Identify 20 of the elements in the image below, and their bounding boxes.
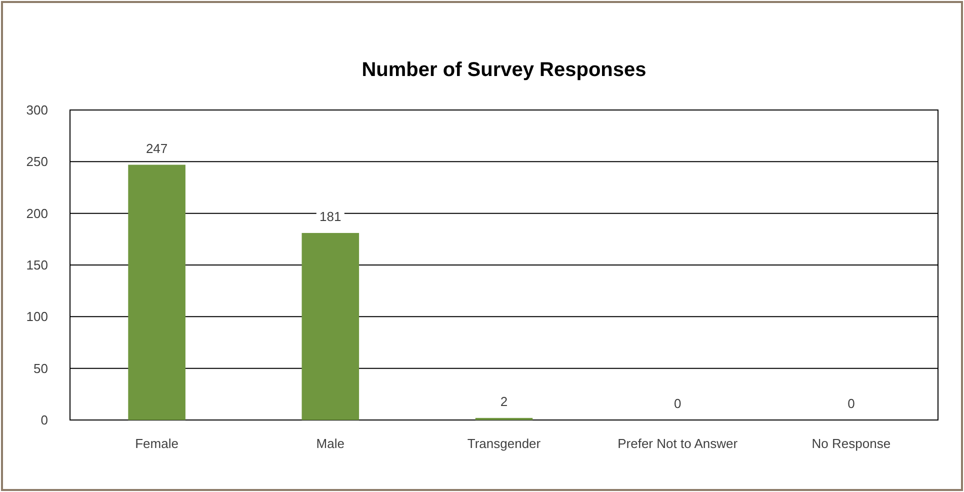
y-tick-label: 200 — [26, 206, 48, 221]
y-tick-label: 0 — [40, 412, 48, 428]
data-label: 181 — [320, 208, 342, 224]
y-tick-label: 300 — [26, 102, 48, 118]
data-label: 2 — [500, 394, 508, 409]
data-label: 0 — [674, 396, 682, 411]
bar — [128, 164, 186, 420]
data-label: 247 — [146, 140, 168, 156]
chart-title: Number of Survey Responses — [362, 59, 646, 81]
x-tick-label: Male — [316, 436, 344, 451]
x-tick-label: Female — [135, 436, 178, 451]
y-tick-label: 250 — [26, 154, 48, 170]
x-tick-label: Transgender — [467, 436, 542, 451]
data-label: 0 — [848, 396, 855, 411]
x-tick-label: No Response — [812, 436, 891, 451]
x-tick-label: Prefer Not to Answer — [618, 436, 738, 451]
y-tick-label: 100 — [26, 309, 48, 324]
y-tick-label: 150 — [26, 258, 48, 273]
y-tick-label: 50 — [34, 360, 48, 376]
bar — [302, 232, 360, 420]
